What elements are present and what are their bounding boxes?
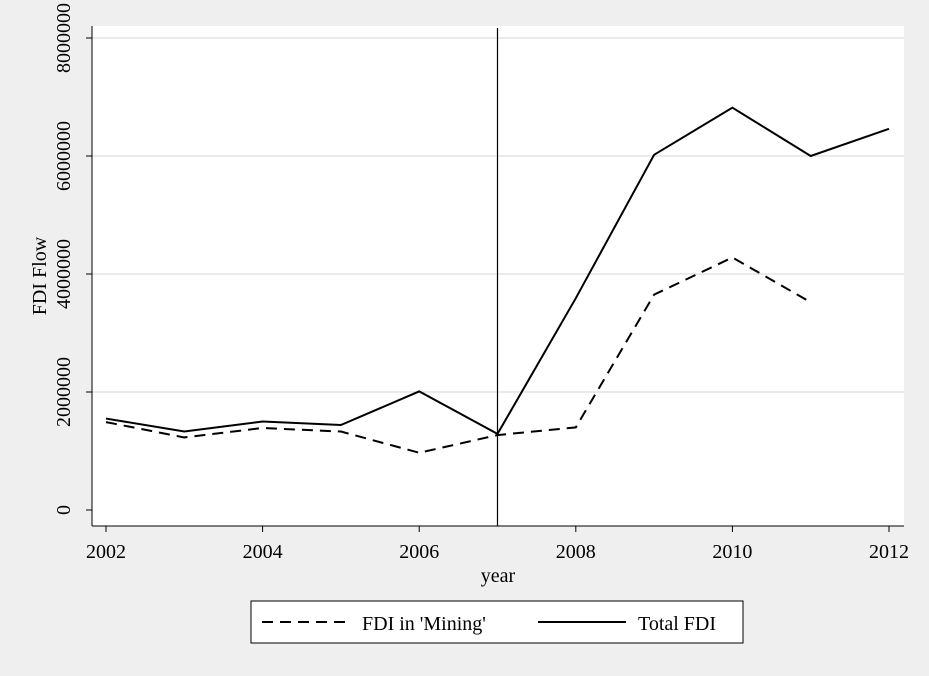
axes (86, 26, 904, 532)
x-tick-labels: 2002 2004 2006 2008 2010 2012 (86, 541, 909, 563)
legend-label-total: Total FDI (638, 613, 716, 635)
x-tick-label-0: 2002 (86, 541, 126, 563)
y-tick-labels: 0 2000000 4000000 6000000 8000000 (53, 3, 75, 515)
series-line-total (105, 106, 890, 436)
legend-label-mining: FDI in 'Mining' (362, 613, 486, 635)
y-tick-label-3: 6000000 (53, 121, 75, 191)
x-tick-label-5: 2012 (869, 541, 909, 563)
x-axis-title: year (481, 565, 516, 587)
x-tick-label-4: 2010 (712, 541, 752, 563)
x-tick-label-2: 2006 (399, 541, 439, 563)
y-tick-label-4: 8000000 (53, 3, 75, 73)
x-tick-label-1: 2004 (243, 541, 283, 563)
y-tick-label-0: 0 (53, 505, 75, 515)
series-lines (105, 106, 890, 454)
y-tick-label-2: 4000000 (53, 239, 75, 309)
x-tick-label-3: 2008 (556, 541, 596, 563)
series-line-mining (105, 256, 812, 454)
legend: FDI in 'Mining' Total FDI (250, 600, 744, 644)
y-tick-label-1: 2000000 (53, 357, 75, 427)
legend-box (250, 600, 744, 644)
y-axis-title: FDI Flow (29, 236, 51, 315)
